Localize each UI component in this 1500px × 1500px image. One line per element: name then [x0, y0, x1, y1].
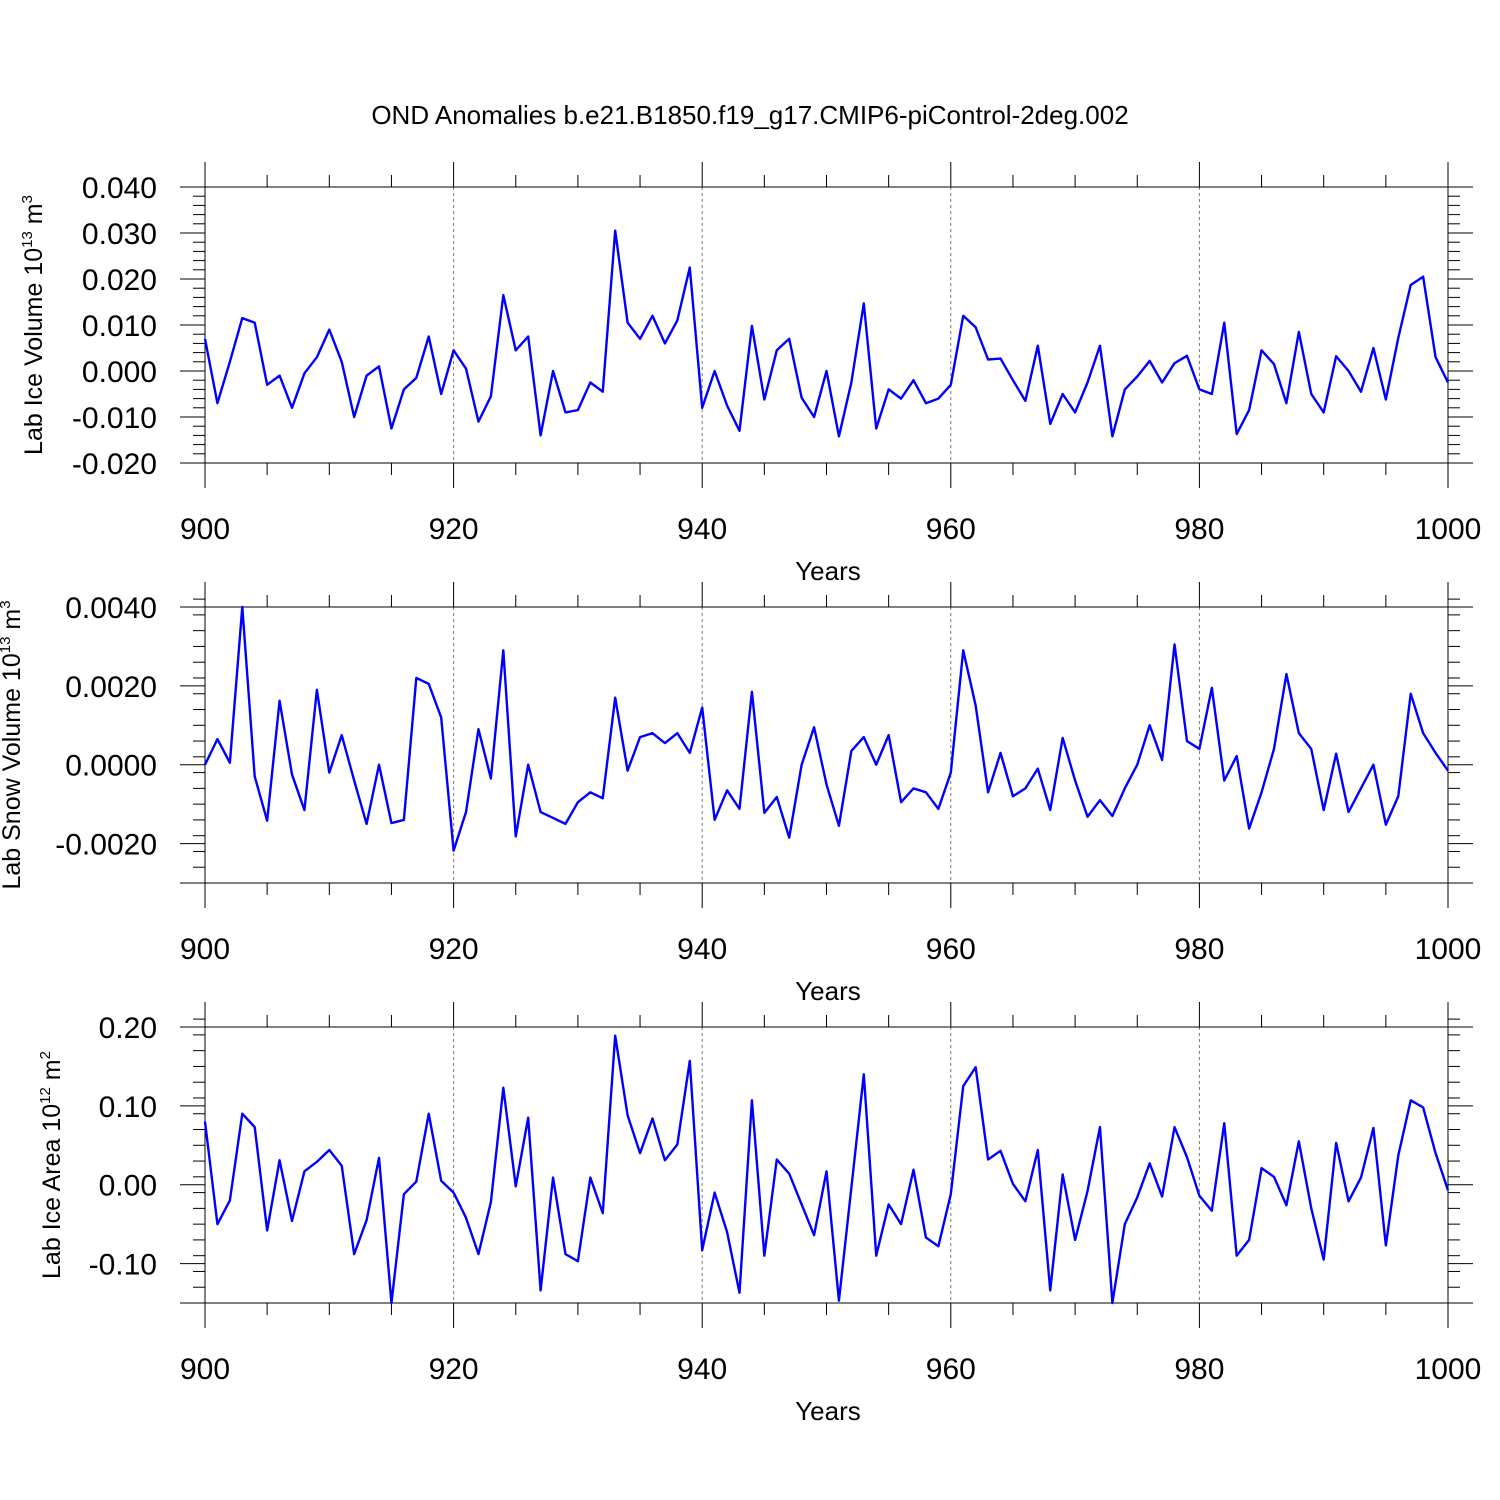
- x-tick-label: 900: [180, 513, 230, 546]
- plot-frame: [204, 606, 1449, 884]
- y-tick-label: 0.10: [99, 1091, 157, 1124]
- y-tick-label: -0.10: [89, 1249, 157, 1282]
- x-tick-label: 920: [429, 513, 479, 546]
- y-tick-label: -0.0020: [55, 829, 157, 862]
- y-axis-title-exponent: 12: [37, 1087, 54, 1104]
- y-axis-title-unit-exponent: 3: [0, 600, 14, 608]
- panel-lab-ice-volume: Years Lab Ice Volume 1013 m3 900 920 940 96…: [19, 162, 1481, 586]
- y-axis-title-main: Lab Snow Volume 10: [0, 653, 26, 889]
- y-tick-label: 0.010: [82, 310, 157, 343]
- y-tick-label: 0.020: [82, 264, 157, 297]
- y-tick-label: 0.040: [82, 172, 157, 205]
- y-axis-title-main: Lab Ice Volume 10: [20, 248, 48, 455]
- x-tick-label: 1000: [1415, 513, 1482, 546]
- x-tick-label: 1000: [1415, 933, 1482, 966]
- x-tick-label: 980: [1174, 1353, 1224, 1386]
- x-tick-label: 940: [677, 1353, 727, 1386]
- y-axis-title-main: Lab Ice Area 10: [38, 1104, 66, 1279]
- y-axis-title-unit: m: [20, 203, 48, 231]
- y-tick-label: -0.020: [72, 448, 157, 481]
- figure-title: OND Anomalies b.e21.B1850.f19_g17.CMIP6-…: [371, 100, 1128, 130]
- series-line: [203, 605, 1449, 852]
- x-tick-label: 900: [180, 1353, 230, 1386]
- y-axis-title: Lab Ice Volume 1013 m3: [19, 195, 48, 455]
- x-tick-label: 900: [180, 933, 230, 966]
- x-tick-label: 920: [429, 1353, 479, 1386]
- y-axis-title-unit: m: [0, 609, 26, 637]
- x-tick-label: 980: [1174, 933, 1224, 966]
- plot-frame: [204, 186, 1449, 464]
- x-axis-title: Years: [795, 556, 861, 586]
- x-tick-label: 940: [677, 513, 727, 546]
- series-line: [203, 229, 1450, 438]
- x-tick-label: 940: [677, 933, 727, 966]
- x-tick-label: 920: [429, 933, 479, 966]
- y-tick-label: 0.000: [82, 356, 157, 389]
- y-tick-label: 0.20: [99, 1012, 157, 1045]
- x-tick-label: 960: [926, 1353, 976, 1386]
- y-tick-label: 0.030: [82, 218, 157, 251]
- plot-frame: [204, 1026, 1449, 1304]
- x-tick-label: 980: [1174, 513, 1224, 546]
- y-axis-title-exponent: 13: [0, 637, 14, 654]
- y-tick-label: 0.0040: [65, 592, 157, 625]
- y-tick-label: 0.0000: [65, 750, 157, 783]
- y-axis-title-unit: m: [38, 1059, 66, 1087]
- y-axis-title: Lab Ice Area 1012 m2: [37, 1051, 66, 1279]
- x-tick-label: 960: [926, 933, 976, 966]
- x-tick-label: 960: [926, 513, 976, 546]
- x-axis-title: Years: [795, 976, 861, 1006]
- x-axis-title: Years: [795, 1396, 861, 1426]
- series-line: [203, 1034, 1450, 1305]
- panel-lab-snow-volume: Years Lab Snow Volume 1013 m3 900 920 940 9…: [0, 582, 1481, 1006]
- x-tick-label: 1000: [1415, 1353, 1482, 1386]
- y-axis-title-unit-exponent: 3: [19, 195, 36, 203]
- y-axis-title: Lab Snow Volume 1013 m3: [0, 600, 26, 889]
- y-tick-label: 0.0020: [65, 671, 157, 704]
- y-tick-label: 0.00: [99, 1170, 157, 1203]
- y-axis-title-unit-exponent: 2: [37, 1051, 54, 1059]
- y-tick-label: -0.010: [72, 402, 157, 435]
- y-axis-title-exponent: 13: [19, 231, 36, 248]
- panel-lab-ice-area: Years Lab Ice Area 1012 m2 900 920 940 960 9…: [37, 1002, 1481, 1426]
